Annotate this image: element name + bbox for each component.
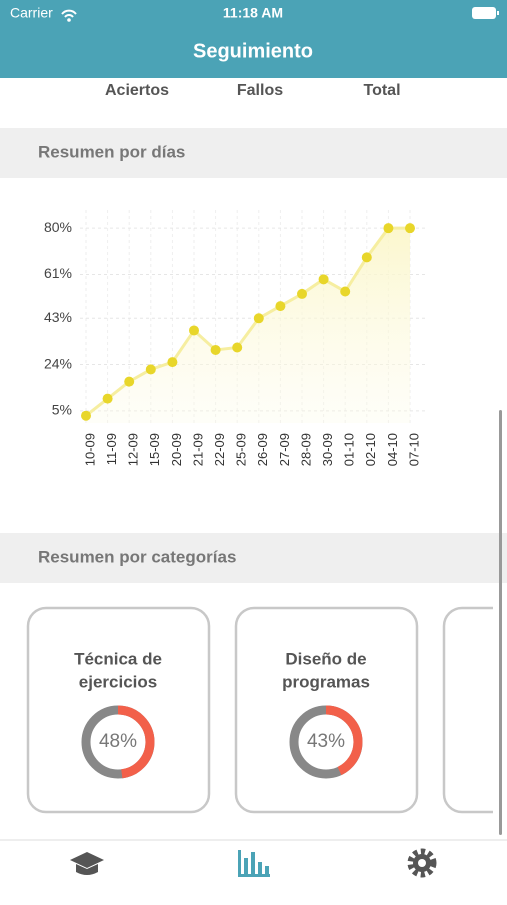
wifi-dot: [67, 18, 71, 22]
battery-tip: [497, 11, 499, 15]
x-tick-label: 10-09: [82, 433, 97, 466]
point: [189, 325, 199, 336]
donut-label: 43%: [307, 731, 345, 752]
tab-settings[interactable]: [407, 848, 437, 878]
point: [124, 376, 135, 387]
point: [145, 364, 156, 375]
x-tick-label: 04-10: [385, 433, 400, 466]
scrollbar: [499, 410, 502, 835]
section-title: Resumen por categorías: [38, 547, 236, 566]
x-tick-label: 01-10: [342, 433, 357, 466]
wifi-icon: [61, 9, 77, 18]
x-tick-label: 07-10: [406, 433, 421, 466]
x-tick-label: 26-09: [255, 433, 270, 466]
point: [253, 313, 264, 324]
x-tick-label: 21-09: [190, 433, 205, 466]
y-tick-label: 24%: [44, 355, 72, 371]
x-tick-label: 12-09: [126, 433, 141, 466]
x-tick-label: 25-09: [234, 433, 249, 466]
y-tick-label: 61%: [44, 265, 72, 281]
x-tick-label: 28-09: [298, 433, 313, 466]
tab-stats[interactable]: [238, 850, 270, 877]
section-title: Resumen por días: [38, 142, 185, 161]
carrier: Carrier: [10, 5, 53, 21]
point: [167, 357, 178, 368]
category-title: ejercicios: [79, 672, 157, 691]
point: [340, 286, 351, 297]
category-title: Técnica de: [74, 649, 162, 668]
header-bar: [0, 0, 507, 78]
time: 11:18 AM: [223, 5, 283, 21]
donut-arc: [289, 705, 363, 779]
point: [297, 288, 307, 299]
tab-learn[interactable]: [70, 852, 104, 875]
point: [318, 274, 329, 285]
column-label: Aciertos: [105, 82, 169, 99]
x-tick-label: 20-09: [169, 433, 184, 466]
point: [405, 223, 415, 234]
category-list: Técnica de ejercicios 48% Diseño de programa…: [26, 606, 507, 814]
point: [275, 301, 286, 312]
section-band: [0, 128, 507, 178]
column-label: Total: [363, 82, 400, 99]
point: [102, 393, 113, 404]
area: [86, 228, 410, 423]
y-tick-label: 80%: [44, 219, 72, 235]
category-title: programas: [282, 672, 370, 691]
point: [232, 342, 243, 353]
category-card[interactable]: [442, 606, 507, 814]
x-tick-label: 11-09: [104, 433, 119, 465]
column-label: Fallos: [237, 82, 283, 99]
category-title: Diseño de: [285, 649, 366, 668]
y-tick-label: 43%: [44, 309, 72, 325]
section-band: [0, 533, 507, 583]
donut-arc: [81, 705, 155, 779]
x-tick-label: 15-09: [147, 433, 162, 466]
point: [81, 410, 91, 421]
point: [383, 223, 394, 234]
header-title: Seguimiento: [193, 40, 313, 62]
y-tick-label: 5%: [52, 402, 72, 418]
donut-label: 48%: [99, 731, 137, 752]
x-tick-label: 30-09: [320, 433, 335, 466]
point: [210, 344, 221, 355]
line: [85, 226, 410, 417]
battery: [472, 7, 496, 19]
point: [361, 252, 372, 263]
x-tick-label: 22-09: [212, 433, 227, 466]
x-tick-label: 27-09: [277, 433, 292, 466]
x-tick-label: 02-10: [363, 433, 378, 466]
